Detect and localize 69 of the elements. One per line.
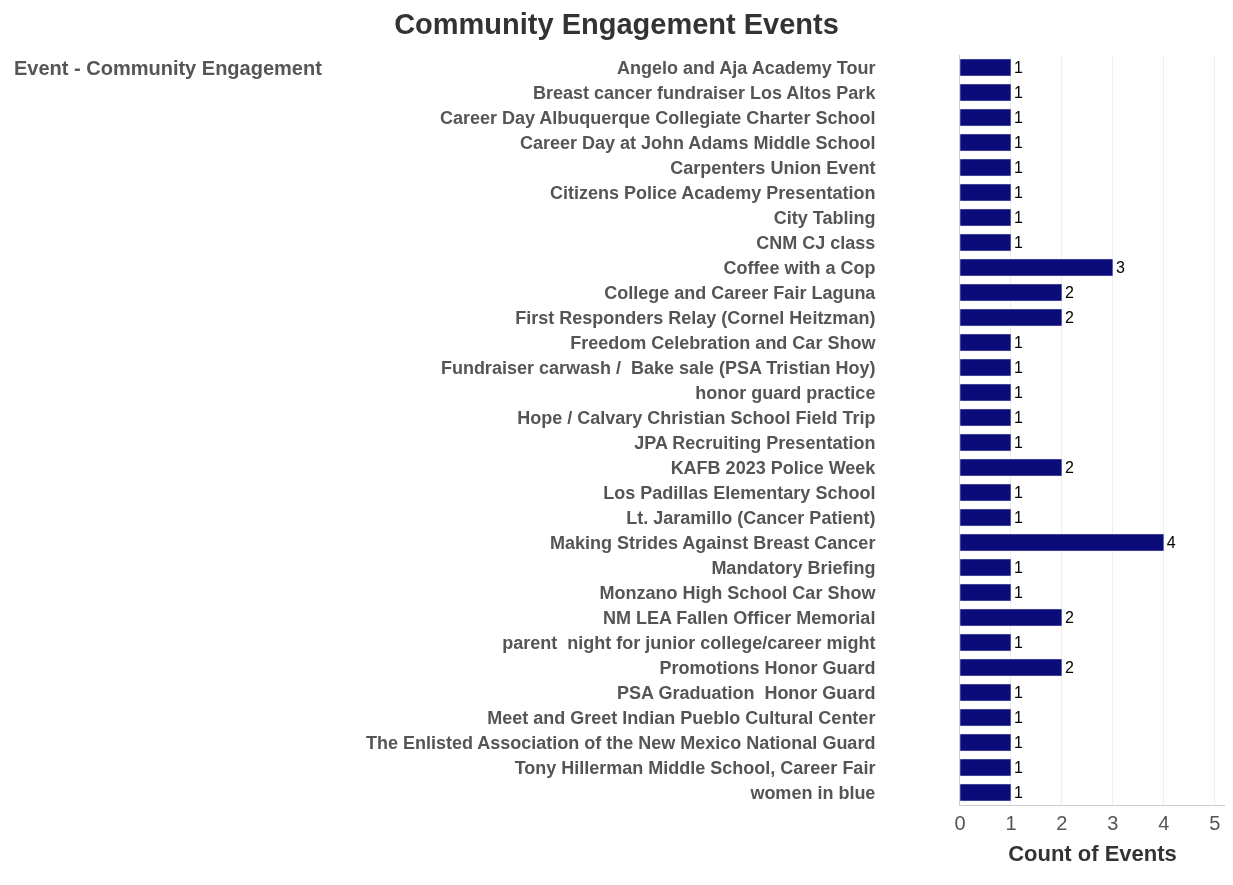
- data-label: 4: [1166, 534, 1176, 551]
- data-label: 1: [1013, 59, 1023, 76]
- y-tick-label: Promotions Honor Guard: [659, 657, 876, 678]
- data-label: 1: [1013, 709, 1023, 726]
- data-label: 2: [1064, 284, 1074, 301]
- data-label: 1: [1013, 559, 1023, 576]
- y-tick-label: Fundraiser carwash / Bake sale (PSA Tristian Hoy): [440, 357, 876, 378]
- data-label: 1: [1013, 409, 1023, 426]
- data-label: 1: [1013, 159, 1023, 176]
- y-tick-label: Career Day at John Adams Middle School: [519, 132, 876, 153]
- y-tick-label: City Tabling: [773, 207, 876, 228]
- x-tick-label: 3: [1107, 812, 1119, 834]
- data-label: 1: [1013, 384, 1023, 401]
- data-label: 1: [1013, 484, 1023, 501]
- data-label: 1: [1013, 334, 1023, 351]
- y-tick-label: honor guard practice: [695, 382, 876, 403]
- y-tick-label: Making Strides Against Breast Cancer: [549, 532, 876, 553]
- y-axis-title: Event - Community Engagement: [14, 57, 323, 79]
- data-label: 1: [1013, 734, 1023, 751]
- data-label: 1: [1013, 84, 1023, 101]
- x-tick-label: 1: [1005, 812, 1017, 834]
- y-tick-label: Tony Hillerman Middle School, Career Fair: [514, 757, 876, 778]
- y-tick-label: Career Day Albuquerque Collegiate Charter School: [439, 107, 876, 128]
- y-tick-label: Breast cancer fundraiser Los Altos Park: [532, 82, 877, 103]
- data-label: 1: [1013, 509, 1023, 526]
- data-label: 1: [1013, 784, 1023, 801]
- x-tick-label: 0: [954, 812, 966, 834]
- y-tick-label: Freedom Celebration and Car Show: [570, 332, 877, 353]
- data-label: 1: [1013, 209, 1023, 226]
- y-tick-label: NM LEA Fallen Officer Memorial: [603, 607, 876, 628]
- data-label: 1: [1013, 234, 1023, 251]
- y-tick-label: College and Career Fair Laguna: [604, 282, 877, 303]
- x-axis-title: Count of Events: [1008, 840, 1177, 866]
- y-tick-label: Hope / Calvary Christian School Field Trip: [517, 407, 876, 428]
- y-tick-label: KAFB 2023 Police Week: [670, 457, 877, 478]
- y-tick-label: PSA Graduation Honor Guard: [617, 682, 876, 703]
- text: Community Engagement Events: [394, 7, 839, 40]
- data-label: 1: [1013, 584, 1023, 601]
- data-label: 2: [1064, 659, 1074, 676]
- y-tick-label: Meet and Greet Indian Pueblo Cultural Center: [487, 707, 876, 728]
- data-label: 1: [1013, 359, 1023, 376]
- y-tick-label: The Enlisted Association of the New Mexico National Guard: [365, 732, 876, 753]
- y-tick-label: women in blue: [749, 782, 876, 803]
- data-label: 1: [1013, 634, 1023, 651]
- y-tick-label: Coffee with a Cop: [723, 257, 876, 278]
- data-label: 1: [1013, 434, 1023, 451]
- y-tick-label: Mandatory Briefing: [711, 557, 876, 578]
- y-tick-label: Los Padillas Elementary School: [603, 482, 876, 503]
- data-label: 1: [1013, 184, 1023, 201]
- y-tick-label: First Responders Relay (Cornel Heitzman): [515, 307, 876, 328]
- data-label: 2: [1064, 309, 1074, 326]
- data-label: 3: [1115, 259, 1125, 276]
- data-label: 1: [1013, 684, 1023, 701]
- y-tick-label: Carpenters Union Event: [670, 157, 876, 178]
- y-tick-label: Monzano High School Car Show: [599, 582, 877, 603]
- y-tick-label: Citizens Police Academy Presentation: [549, 182, 876, 203]
- y-tick-label: JPA Recruiting Presentation: [634, 432, 876, 453]
- data-label: 1: [1013, 759, 1023, 776]
- y-tick-label: Angelo and Aja Academy Tour: [617, 57, 876, 78]
- data-label: 1: [1013, 109, 1023, 126]
- y-tick-label: Lt. Jaramillo (Cancer Patient): [626, 507, 876, 528]
- x-tick-label: 4: [1158, 812, 1170, 834]
- data-label: 1: [1013, 134, 1023, 151]
- y-tick-label: CNM CJ class: [756, 232, 876, 253]
- x-tick-label: 5: [1209, 812, 1221, 834]
- x-tick-label: 2: [1056, 812, 1068, 834]
- data-label: 2: [1064, 609, 1074, 626]
- data-label: 2: [1064, 459, 1074, 476]
- y-tick-label: parent night for junior college/career might: [502, 632, 876, 653]
